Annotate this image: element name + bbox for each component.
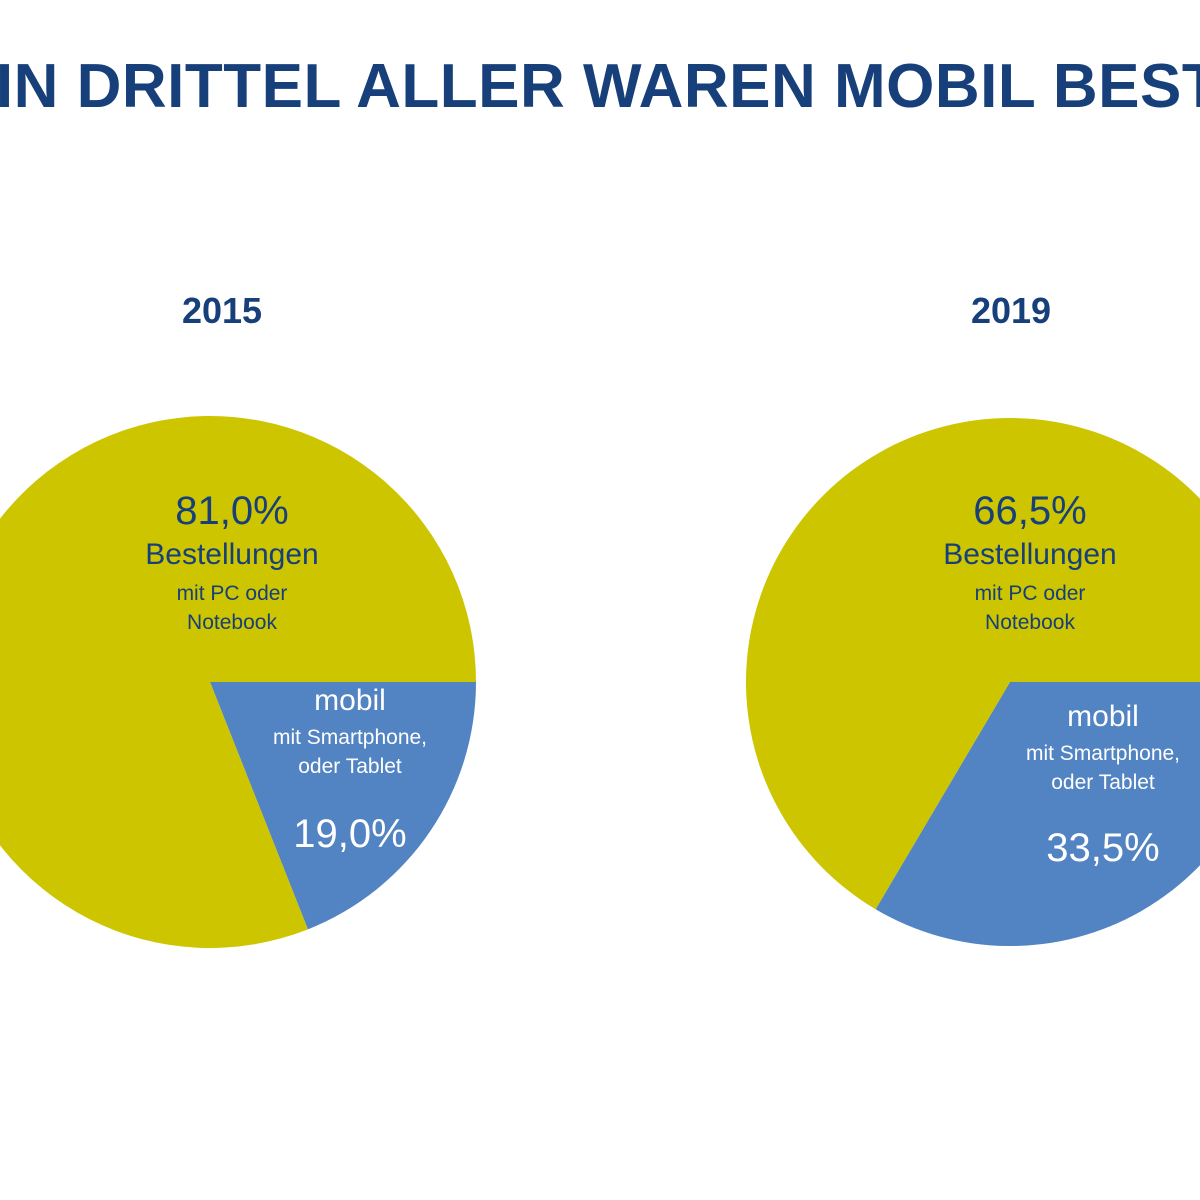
pie-2015-mobil-value: 19,0%	[293, 812, 407, 857]
pie-2015-mobil-sublabel-1: mit Smartphone,	[272, 725, 428, 749]
chart-title: EIN DRITTEL ALLER WAREN MOBIL BEST	[0, 52, 1200, 121]
pie-2015-pc-label: 81,0% Bestellungen mit PC oder Notebook	[112, 488, 352, 637]
pie-2019-slice-pc	[746, 418, 1200, 910]
pie-2015-title: 2015	[181, 290, 263, 331]
pie-2015-pc-sublabel-1: mit PC oder	[176, 581, 288, 605]
pie-2019-mobil-sublabel-1: mit Smartphone,	[1025, 741, 1181, 765]
pie-2019-pc-sublabel-2: Notebook	[985, 610, 1075, 634]
pie-2019-title: 2019	[970, 290, 1052, 331]
pie-2015-mobil-sublabel-2: oder Tablet	[298, 754, 402, 778]
pie-2019-pc-sublabel-1: mit PC oder	[974, 581, 1086, 605]
pie-2019-pc-category: Bestellungen	[943, 538, 1117, 571]
pie-2015-mobil-category: mobil	[314, 684, 386, 717]
pie-2019-slice-mobil	[875, 682, 1200, 946]
pie-2015-slice-pc	[0, 416, 476, 948]
pie-2015-mobil-label: mobil mit Smartphone, oder Tablet 19,0%	[230, 684, 470, 857]
pie-2019-mobil-label: mobil mit Smartphone, oder Tablet 33,5%	[983, 700, 1200, 871]
pie-2019-mobil-category: mobil	[1067, 700, 1139, 733]
pie-2019	[746, 418, 1200, 946]
pie-2015-pc-value: 81,0%	[175, 489, 289, 533]
pie-2015-pc-sublabel-2: Notebook	[187, 610, 277, 634]
pie-2019-mobil-value: 33,5%	[1046, 826, 1160, 871]
pie-2015	[0, 416, 476, 948]
pie-2015-pc-category: Bestellungen	[145, 538, 319, 571]
pie-2019-pc-value: 66,5%	[973, 489, 1087, 533]
pie-2019-mobil-sublabel-2: oder Tablet	[1051, 770, 1155, 794]
pie-2015-slice-mobil	[210, 682, 476, 930]
pie-2019-pc-label: 66,5% Bestellungen mit PC oder Notebook	[910, 488, 1150, 637]
